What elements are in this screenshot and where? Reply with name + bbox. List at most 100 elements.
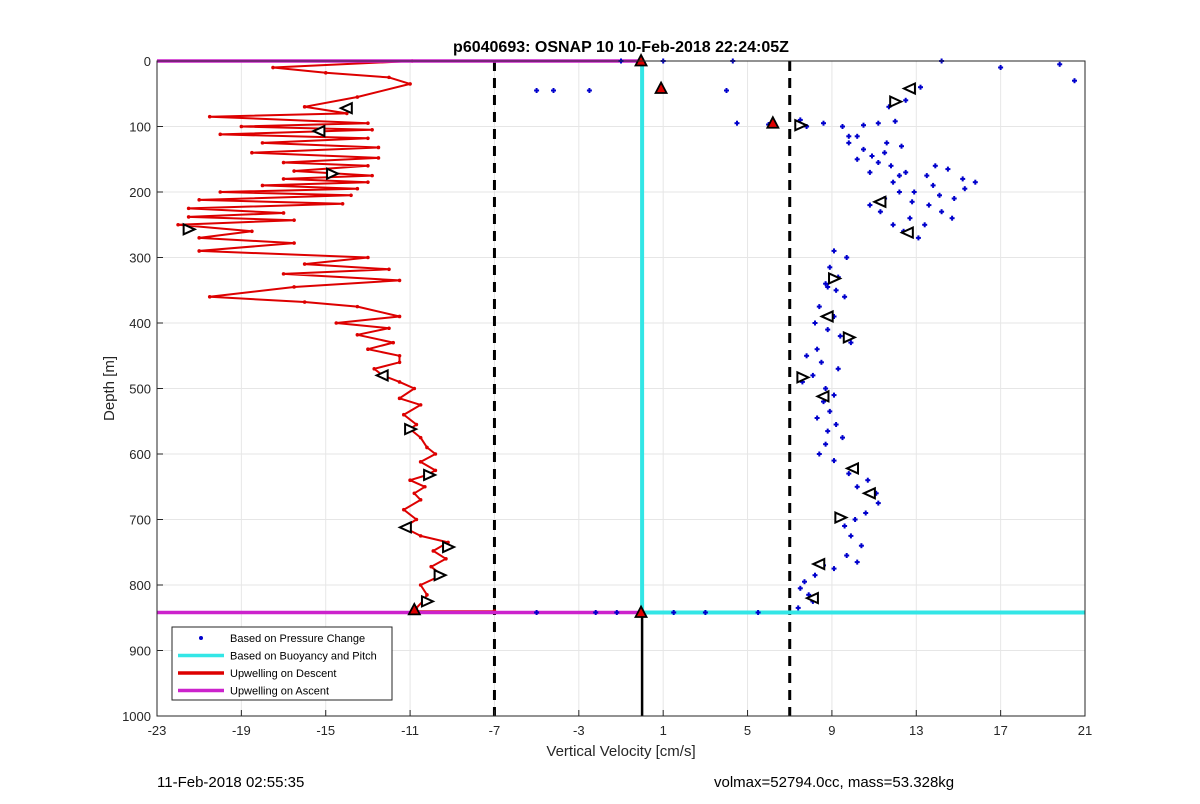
series-line-upwelling-on-descent	[177, 60, 495, 613]
pressure-point	[854, 133, 860, 139]
pressure-point	[884, 140, 890, 146]
descent-point	[218, 132, 223, 137]
descent-point	[401, 412, 406, 417]
open-triangle-marker	[872, 195, 887, 209]
descent-point	[197, 236, 201, 240]
y-tick-label: 100	[129, 120, 151, 135]
descent-point	[408, 478, 412, 483]
open-triangle-marker	[842, 330, 858, 344]
x-tick-label: -15	[316, 723, 335, 738]
pressure-point	[903, 169, 909, 175]
descent-point	[370, 173, 374, 178]
y-tick-label: 200	[129, 185, 151, 200]
descent-point	[366, 255, 370, 260]
y-tick-label: 300	[129, 251, 151, 266]
descent-point	[433, 452, 438, 456]
pressure-point	[972, 179, 978, 185]
pressure-point	[802, 579, 807, 585]
pressure-point	[846, 471, 852, 477]
descent-point	[376, 145, 381, 150]
x-tick-label: -23	[148, 723, 167, 738]
pressure-point	[816, 451, 822, 457]
descent-point	[281, 272, 286, 276]
pressure-point	[551, 88, 556, 93]
footer-timestamp: 11-Feb-2018 02:55:35	[157, 774, 305, 791]
descent-point	[397, 353, 402, 358]
y-tick-label: 500	[129, 382, 151, 397]
open-triangle-marker	[433, 568, 449, 582]
x-axis-label: Vertical Velocity [cm/s]	[546, 743, 695, 760]
descent-point	[334, 321, 339, 325]
x-tick-label: -19	[232, 723, 251, 738]
pressure-point	[896, 173, 902, 179]
pressure-point	[867, 169, 873, 175]
pressure-point	[821, 120, 826, 126]
pressure-point	[858, 543, 864, 549]
open-triangle-marker	[810, 557, 826, 571]
pressure-point	[896, 189, 902, 195]
open-triangle-marker	[828, 271, 843, 286]
pressure-point	[1072, 78, 1077, 84]
pressure-point	[854, 484, 860, 490]
x-tick-label: -7	[489, 723, 501, 738]
descent-point	[355, 95, 360, 99]
descent-point	[271, 65, 275, 70]
pressure-point	[907, 215, 913, 221]
pressure-point	[842, 294, 848, 300]
descent-point	[401, 507, 406, 512]
pressure-point	[702, 610, 708, 615]
pressure-point	[825, 327, 831, 333]
descent-point	[186, 206, 191, 211]
open-triangle-marker	[899, 226, 914, 240]
open-triangle-marker	[374, 368, 389, 382]
descent-point	[372, 367, 377, 371]
y-tick-label: 700	[129, 513, 151, 528]
pressure-point	[825, 428, 831, 434]
footer-volmax-mass: volmax=52794.0cc, mass=53.328kg	[714, 774, 955, 791]
pressure-point	[998, 65, 1004, 70]
y-tick-label: 1000	[122, 709, 151, 724]
descent-point	[197, 249, 201, 253]
y-tick-label: 600	[129, 447, 151, 462]
descent-point	[431, 549, 436, 553]
descent-point	[186, 215, 191, 219]
pressure-point	[848, 533, 854, 539]
chart-title: p6040693: OSNAP 10 10-Feb-2018 22:24:05Z	[453, 39, 789, 56]
x-tick-label: 13	[909, 723, 923, 738]
descent-point	[387, 326, 391, 331]
open-triangle-marker	[834, 510, 849, 525]
descent-point	[366, 136, 370, 141]
pressure-point	[846, 140, 852, 146]
descent-point	[176, 222, 180, 227]
pressure-point	[930, 182, 936, 188]
pressure-point	[831, 392, 837, 398]
pressure-point	[922, 222, 928, 228]
descent-point	[355, 332, 360, 337]
pressure-point	[827, 408, 833, 414]
pressure-point	[835, 366, 841, 372]
descent-point	[391, 340, 396, 345]
descent-point	[397, 396, 402, 401]
pressure-point	[892, 118, 898, 124]
pressure-point	[844, 255, 850, 260]
descent-point	[355, 186, 360, 191]
descent-point	[292, 285, 296, 289]
pressure-point	[939, 209, 945, 215]
x-tick-label: 17	[993, 723, 1007, 738]
descent-point	[397, 314, 402, 319]
open-triangle-marker	[182, 222, 198, 236]
y-tick-label: 800	[129, 578, 151, 593]
legend-label: Upwelling on Descent	[230, 668, 336, 680]
pressure-point	[899, 143, 904, 149]
legend-label: Based on Buoyancy and Pitch	[230, 651, 377, 663]
open-triangle-marker	[326, 167, 341, 181]
descent-point	[425, 593, 429, 597]
pressure-point	[924, 173, 930, 179]
descent-point	[418, 534, 423, 538]
pressure-point	[586, 88, 592, 93]
descent-point	[323, 70, 328, 75]
y-tick-label: 900	[129, 644, 151, 659]
legend-box	[171, 626, 393, 701]
pressure-point	[842, 523, 848, 529]
